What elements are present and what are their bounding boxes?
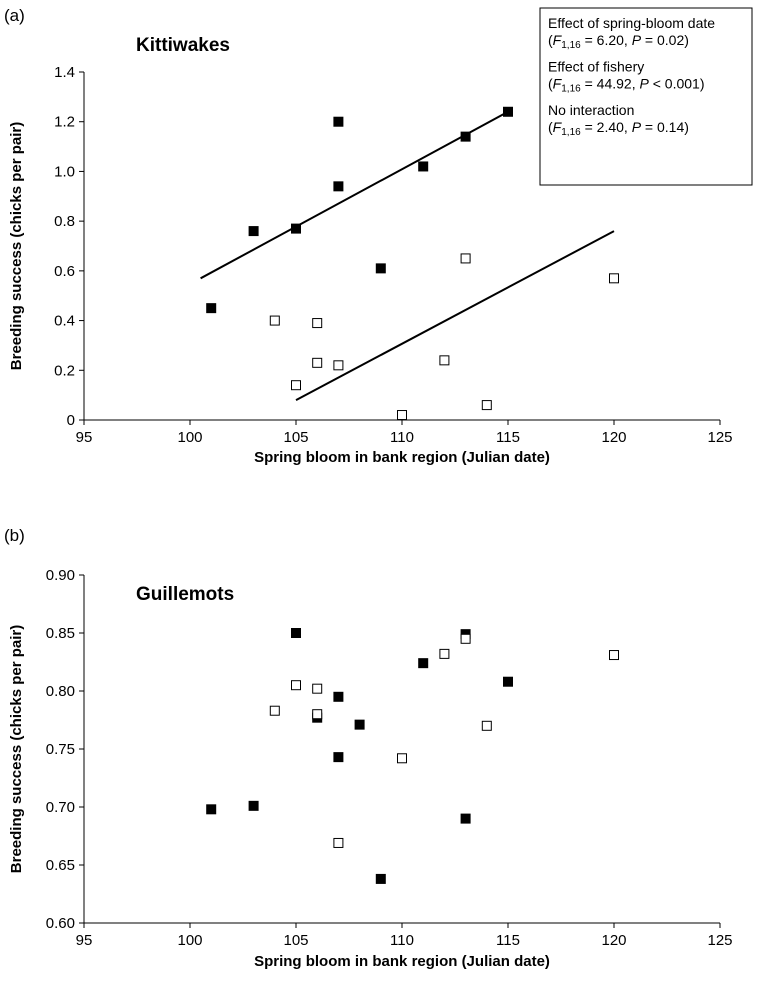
data-point-open xyxy=(312,318,323,329)
chart-title-b: Guillemots xyxy=(136,584,234,605)
data-point-filled xyxy=(291,628,301,638)
data-point-filled xyxy=(503,676,513,687)
data-point-open xyxy=(333,360,344,371)
panel-guillemots: (b) Guillemots 95 100 105 110 115 120 125 0.60 0… xyxy=(4,526,733,970)
x-axis-title-b: Spring bloom in bank region (Julian date… xyxy=(254,953,550,970)
y-axis-title-a: Breeding success (chicks per pair) xyxy=(8,122,25,370)
data-point-open xyxy=(291,680,301,691)
y-tick-label: 0.90 xyxy=(46,567,75,584)
stats-annotation-box: Effect of spring-bloom date (F1,16 = 6.20… xyxy=(539,7,753,186)
data-point-open xyxy=(397,410,407,421)
x-tick-label: 110 xyxy=(390,932,414,949)
chart-title-a: Kittiwakes xyxy=(136,35,230,56)
data-point-filled xyxy=(375,263,386,274)
y-tick-label: 0 xyxy=(67,412,75,429)
data-point-filled xyxy=(206,804,217,815)
y-tick-label: 0.80 xyxy=(46,683,75,700)
data-point-open xyxy=(460,633,471,644)
data-point-filled xyxy=(460,813,471,824)
y-tick-label: 0.8 xyxy=(54,213,75,230)
x-tick-label: 125 xyxy=(707,429,732,446)
data-points-a xyxy=(206,106,619,421)
x-tick-label: 120 xyxy=(601,429,626,446)
data-point-filled xyxy=(418,161,429,172)
data-point-open xyxy=(481,400,492,411)
data-point-open xyxy=(269,705,280,716)
x-axis-title-a: Spring bloom in bank region (Julian date… xyxy=(254,449,550,466)
data-point-open xyxy=(609,273,619,284)
data-points-b xyxy=(206,628,619,884)
data-point-filled xyxy=(418,658,429,669)
data-point-open xyxy=(291,380,301,391)
panel-label-b: (b) xyxy=(4,526,25,545)
fit-lines-a xyxy=(200,110,615,401)
x-tick-label: 120 xyxy=(601,932,626,949)
x-tick-label: 95 xyxy=(76,932,93,949)
panel-label-a: (a) xyxy=(4,6,25,25)
y-axis-title-b: Breeding success (chicks per pair) xyxy=(8,625,25,873)
data-point-filled xyxy=(291,223,301,234)
data-point-filled xyxy=(460,131,471,142)
data-point-filled xyxy=(354,719,365,730)
data-point-open xyxy=(269,315,280,326)
data-point-filled xyxy=(375,873,386,884)
x-tick-label: 100 xyxy=(177,429,202,446)
data-point-filled xyxy=(503,106,513,117)
data-point-open xyxy=(312,683,323,694)
y-tick-label: 0.85 xyxy=(46,625,75,642)
data-point-open xyxy=(609,650,619,661)
y-tick-label: 0.2 xyxy=(54,362,75,379)
x-tick-label: 125 xyxy=(707,932,732,949)
y-tick-label: 0.60 xyxy=(46,915,75,932)
y-tick-label: 0.75 xyxy=(46,741,75,758)
y-tick-label: 0.70 xyxy=(46,799,75,816)
y-tick-label: 0.4 xyxy=(54,313,75,330)
data-point-filled xyxy=(248,226,259,237)
data-point-open xyxy=(397,753,407,764)
data-point-open xyxy=(312,709,323,720)
y-tick-label: 1.0 xyxy=(54,163,75,180)
y-tick-label: 0.6 xyxy=(54,263,75,280)
y-tick-label: 1.4 xyxy=(54,64,75,81)
data-point-open xyxy=(333,837,344,848)
x-tick-label: 115 xyxy=(496,932,520,949)
x-tick-label: 105 xyxy=(283,429,308,446)
data-point-open xyxy=(460,253,471,264)
data-point-open xyxy=(439,648,450,659)
x-tick-label: 115 xyxy=(496,429,520,446)
data-point-filled xyxy=(333,181,344,192)
data-point-filled xyxy=(333,116,344,127)
data-point-open xyxy=(439,355,450,366)
regression-line xyxy=(295,230,615,401)
data-point-filled xyxy=(248,800,259,811)
axis-ticks-a: 95 100 105 110 115 120 125 0 0.2 0.4 0.6 0.8 1.0 1.2 1… xyxy=(54,64,732,446)
data-point-open xyxy=(312,357,323,368)
y-tick-label: 0.65 xyxy=(46,857,75,874)
panel-kittiwakes: (a) Kittiwakes Effect of spring-bloom da… xyxy=(4,6,753,466)
regression-line xyxy=(200,110,509,280)
data-point-open xyxy=(481,720,492,731)
data-point-filled xyxy=(333,691,344,702)
y-tick-label: 1.2 xyxy=(54,114,75,131)
data-point-filled xyxy=(206,303,217,314)
x-tick-label: 95 xyxy=(76,429,93,446)
stats-annotation-text: Effect of spring-bloom date (F1,16 = 6.20… xyxy=(548,15,715,138)
data-point-filled xyxy=(333,752,344,763)
x-tick-label: 105 xyxy=(283,932,308,949)
x-tick-label: 110 xyxy=(390,429,414,446)
axis-ticks-b: 95 100 105 110 115 120 125 0.60 0.65 0.70 0.75 0.80… xyxy=(46,567,733,949)
x-tick-label: 100 xyxy=(177,932,202,949)
